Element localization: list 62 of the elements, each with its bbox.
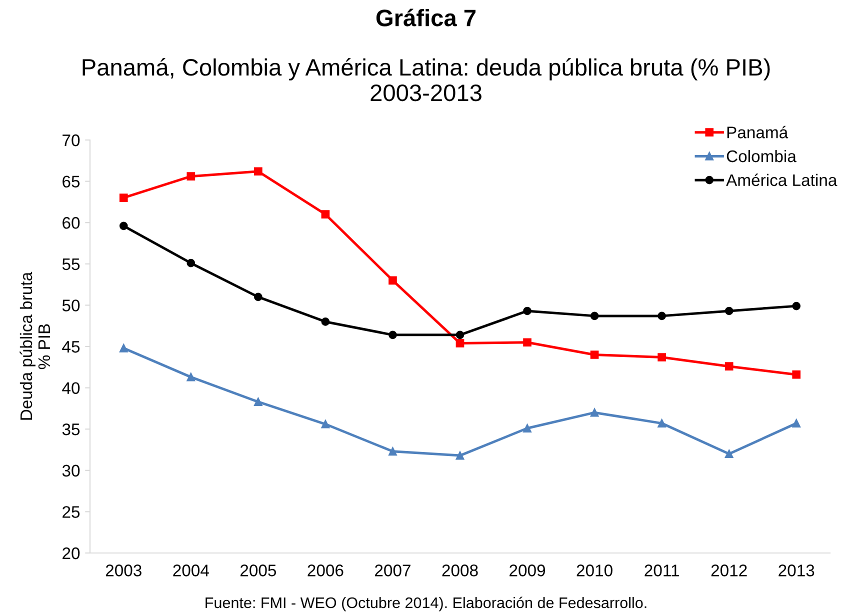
x-tick-label: 2010 (576, 564, 612, 576)
legend-label: Colombia (726, 150, 796, 162)
x-tick-label: 2008 (442, 564, 478, 576)
x-tick-label: 2011 (644, 564, 679, 576)
legend-label: Panamá (727, 126, 788, 138)
point (456, 451, 464, 460)
point (186, 172, 196, 181)
x-tick-label: 2013 (778, 564, 814, 576)
point (590, 312, 599, 320)
point (254, 398, 262, 406)
point (724, 362, 734, 370)
y-tick-label: 40 (62, 382, 80, 394)
y-tick-label: 60 (62, 217, 80, 229)
point (321, 318, 330, 326)
x-tick-label: 2004 (173, 564, 209, 576)
point (590, 350, 599, 359)
point (590, 408, 599, 417)
point (523, 306, 532, 316)
source-note: Fuente: FMI - WEO (Octubre 2014). Elaboración de Fedesarrollo. (206, 596, 646, 612)
point (523, 424, 532, 432)
point (456, 330, 464, 340)
point (724, 450, 734, 458)
x-tick-label: 2007 (375, 564, 410, 576)
point (388, 276, 397, 285)
x-tick-label: 2009 (510, 564, 546, 576)
point (119, 344, 128, 352)
point (254, 167, 262, 176)
y-axis-title: Deuda pública bruta % PIB (20, 272, 50, 420)
y-tick-label: 20 (62, 547, 80, 560)
point (186, 258, 196, 268)
legend-label: América Latina (726, 174, 838, 186)
point (321, 420, 330, 428)
y-tick-label: 45 (62, 341, 80, 353)
point (792, 419, 801, 428)
point (792, 370, 801, 379)
y-tick-label: 70 (62, 134, 80, 146)
y-tick-label: 55 (62, 258, 80, 270)
chart-subtitle: Panamá, Colombia y América Latina: deuda pública bruta (% PIB) 2003-2013 (82, 58, 770, 102)
chart-title: Gráfica 7 (376, 8, 476, 26)
y-tick-label: 35 (62, 424, 80, 436)
point (724, 306, 734, 316)
y-tick-label: 65 (62, 176, 80, 188)
point (658, 312, 666, 320)
y-tick-label: 50 (62, 300, 80, 312)
point (388, 447, 397, 456)
point (321, 210, 330, 219)
point (456, 339, 464, 348)
point (658, 419, 666, 428)
x-tick-label: 2005 (240, 564, 276, 576)
x-tick-label: 2003 (106, 564, 142, 576)
point (119, 222, 128, 230)
point (658, 353, 666, 362)
point (119, 194, 128, 202)
point (388, 330, 397, 340)
x-tick-label: 2006 (308, 564, 344, 576)
x-tick-label: 2012 (711, 564, 747, 576)
point (186, 372, 196, 382)
y-tick-label: 30 (62, 464, 80, 477)
point (523, 338, 532, 347)
point (792, 302, 801, 310)
point (254, 292, 262, 302)
y-tick-label: 25 (62, 506, 80, 518)
